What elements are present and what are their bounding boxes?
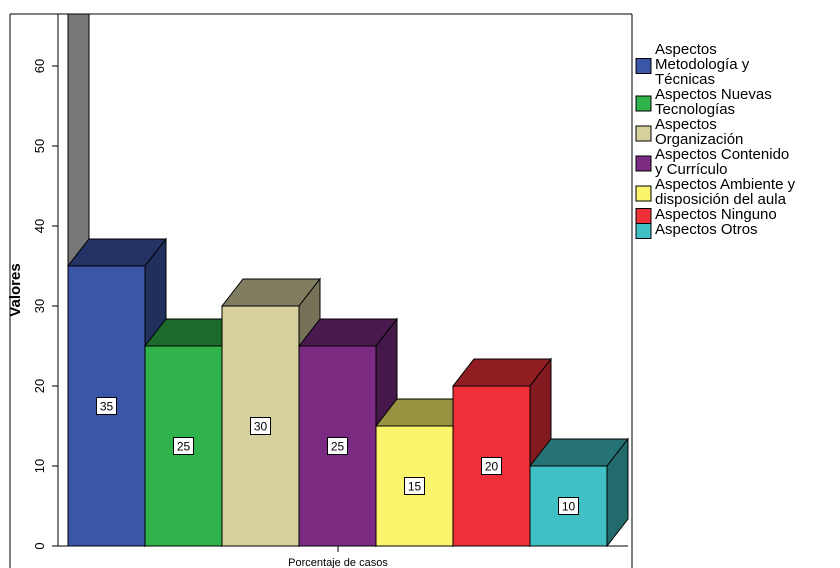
legend-label: Tecnologías [655, 101, 735, 118]
data-label-box [481, 457, 502, 475]
data-label-box [404, 477, 425, 495]
legend-swatch [635, 95, 652, 112]
plot-area: 35 25 30 25 15 20 10 0 10 20 30 40 50 60 Valores Porcen… [7, 13, 633, 568]
legend-swatch [635, 185, 652, 202]
background-bar [67, 13, 90, 268]
legend-swatch [635, 58, 652, 74]
legend-swatch [635, 208, 652, 224]
y-tick-label: 10 [32, 459, 47, 473]
y-tick-label: 20 [32, 379, 47, 393]
data-label-box [173, 437, 194, 455]
y-tick-label: 50 [32, 139, 47, 153]
legend-item-7: Aspectos Otros [635, 221, 758, 239]
data-label: 25 [331, 440, 345, 454]
legend-label: Aspectos Otros [655, 221, 758, 238]
legend-label: Aspectos Contenido [655, 146, 789, 163]
data-label-box [96, 397, 117, 415]
data-label: 25 [177, 440, 191, 454]
y-tick-label: 30 [32, 299, 47, 313]
legend-label: Aspectos [655, 41, 717, 58]
legend-label: Aspectos [655, 116, 717, 133]
legend-label: y Currículo [655, 161, 728, 178]
data-label-box [327, 437, 348, 455]
legend-label: disposición del aula [655, 191, 787, 208]
data-label-box [558, 497, 579, 515]
legend-label: Técnicas [655, 71, 715, 88]
x-tick-label: Porcentaje de casos [288, 557, 388, 568]
bar-side [606, 437, 629, 548]
y-tick-label: 0 [32, 542, 47, 549]
bar-6: 20 [451, 357, 553, 548]
y-tick-label: 40 [32, 219, 47, 233]
bar-4: 25 [297, 317, 399, 548]
data-label: 10 [562, 500, 576, 514]
data-label: 15 [408, 480, 422, 494]
data-label-box [250, 417, 271, 435]
legend-label: Aspectos Ninguno [655, 206, 777, 223]
legend-item-6: Aspectos Ninguno [635, 206, 777, 224]
y-axis-title: Valores [7, 263, 24, 316]
legend-swatch [635, 125, 652, 142]
data-label: 30 [254, 420, 268, 434]
data-label: 20 [485, 460, 499, 474]
legend-label: Aspectos Nuevas [655, 86, 772, 103]
legend-swatch [635, 223, 652, 239]
legend-label: Organización [655, 131, 743, 148]
legend-label: Aspectos Ambiente y [655, 176, 796, 193]
legend-label: Metodología y [655, 56, 750, 73]
bar-7: 10 [528, 437, 630, 548]
data-label: 35 [100, 400, 114, 414]
legend-swatch [635, 155, 652, 172]
y-tick-label: 60 [32, 59, 47, 73]
